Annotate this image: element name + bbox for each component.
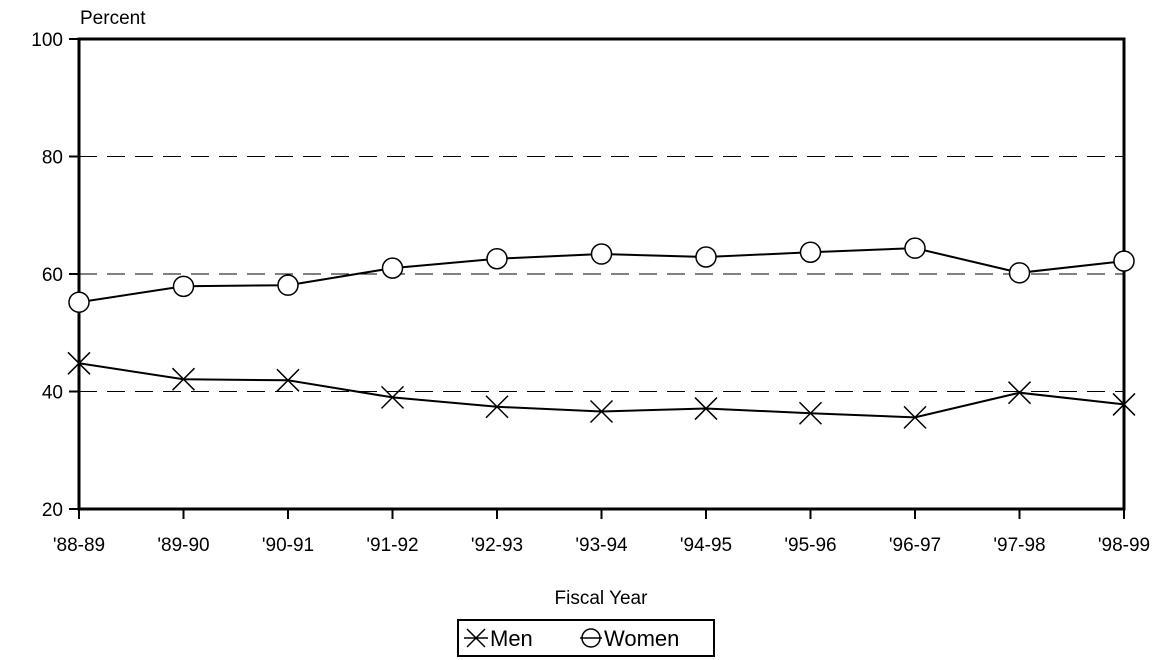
point-women-5: [590, 243, 613, 265]
point-women-4: [486, 247, 508, 270]
x-tick-label-6: '94-95: [680, 535, 732, 556]
point-men-7: [798, 401, 823, 425]
x-axis-ticks: '88-89 '89-90 '90-91 '91-92 '92-93 '93-94 '94-…: [53, 509, 1150, 556]
y-tick-label-4: 100: [31, 30, 63, 51]
legend-men-label: Men: [490, 626, 533, 651]
point-men-6: [694, 397, 718, 421]
x-axis-title: Fiscal Year: [555, 588, 649, 609]
series-layer: [67, 237, 1136, 429]
x-tick-label-2: '90-91: [262, 535, 314, 556]
point-women-8: [904, 237, 926, 259]
legend: Men Women: [457, 619, 715, 657]
point-women-7: [799, 241, 822, 264]
series-line-men: [78, 362, 1125, 419]
point-men-10: [1112, 392, 1136, 416]
x-tick-label-7: '95-96: [784, 535, 836, 556]
legend-box: [457, 619, 715, 657]
point-men-5: [589, 399, 614, 424]
y-tick-label-2: 60: [42, 265, 63, 286]
point-men-4: [485, 395, 509, 419]
point-men-9: [1007, 381, 1032, 405]
grid-lines: [79, 156, 1124, 392]
x-tick-label-4: '92-93: [471, 535, 523, 556]
y-tick-label-1: 40: [42, 383, 63, 404]
x-tick-label-9: '97-98: [993, 535, 1045, 556]
y-axis-title: Percent: [80, 8, 146, 29]
x-tick-label-1: '89-90: [157, 535, 209, 556]
point-men-3: [380, 385, 405, 409]
point-men-2: [276, 368, 300, 392]
y-tick-label-0: 20: [42, 500, 63, 521]
point-women-9: [1008, 262, 1031, 284]
point-women-6: [695, 246, 717, 268]
x-tick-label-3: '91-92: [366, 535, 418, 556]
y-tick-label-3: 80: [42, 148, 63, 169]
point-women-0: [68, 291, 90, 313]
x-tick-label-10: '98-99: [1098, 535, 1150, 556]
point-women-10: [1113, 250, 1135, 272]
y-axis-ticks: 20 40 60 80 100: [31, 30, 79, 521]
x-tick-label-5: '93-94: [575, 535, 628, 556]
x-tick-label-0: '88-89: [53, 535, 105, 556]
legend-women-label: Women: [604, 626, 679, 651]
legend-men-x-marker-icon: [464, 628, 488, 648]
point-men-8: [903, 405, 927, 429]
point-women-2: [277, 274, 299, 296]
point-men-1: [171, 367, 196, 391]
point-men-0: [67, 351, 91, 375]
x-tick-label-8: '96-97: [889, 535, 941, 556]
point-women-1: [172, 275, 195, 298]
point-women-3: [381, 257, 404, 279]
legend-women-circle-marker-icon: [580, 628, 602, 648]
